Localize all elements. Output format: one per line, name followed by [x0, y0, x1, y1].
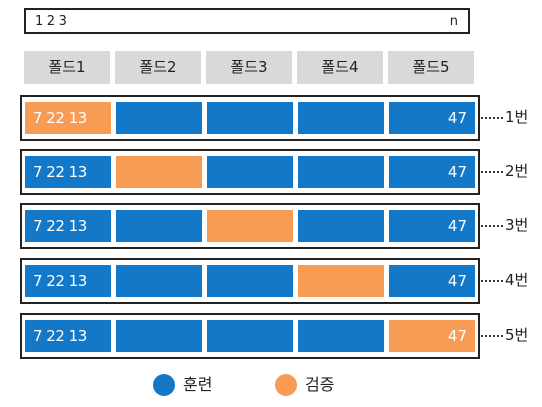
cell-first-label: 7 22 13	[33, 327, 87, 345]
row-leader-line	[481, 225, 503, 227]
validation-fold-cell	[298, 265, 384, 297]
row-leader-line	[481, 280, 503, 282]
train-fold-cell: 47	[389, 102, 475, 134]
cell-last-label: 47	[447, 272, 467, 290]
dataset-end-label: n	[449, 14, 458, 29]
cell-first-label: 7 22 13	[33, 217, 87, 235]
row-leader-line	[481, 117, 503, 119]
train-fold-cell	[116, 210, 202, 242]
train-fold-cell	[207, 102, 293, 134]
fold-header-1: 폴드1	[24, 51, 110, 84]
legend-validation-swatch	[275, 374, 297, 396]
validation-fold-cell: 7 22 13	[25, 102, 111, 134]
cell-last-label: 47	[447, 327, 467, 345]
row-leader-line	[481, 171, 503, 173]
row-label: 4번	[505, 271, 529, 289]
train-fold-cell: 7 22 13	[25, 210, 111, 242]
train-fold-cell	[298, 156, 384, 188]
validation-fold-cell: 47	[389, 320, 475, 352]
fold-header-4: 폴드4	[297, 51, 383, 84]
cell-first-label: 7 22 13	[33, 163, 87, 181]
train-fold-cell	[116, 102, 202, 134]
train-fold-cell	[207, 320, 293, 352]
train-fold-cell	[207, 265, 293, 297]
cv-row-3: 7 22 13 47	[20, 203, 480, 249]
legend-train-label: 훈련	[183, 375, 213, 394]
train-fold-cell	[207, 156, 293, 188]
cell-first-label: 7 22 13	[33, 272, 87, 290]
cv-row-1: 7 22 13 47	[20, 95, 480, 141]
train-fold-cell	[116, 265, 202, 297]
train-fold-cell: 47	[389, 156, 475, 188]
train-fold-cell: 7 22 13	[25, 156, 111, 188]
legend-train-swatch	[153, 374, 175, 396]
row-label: 5번	[505, 326, 529, 344]
train-fold-cell: 47	[389, 210, 475, 242]
cell-first-label: 7 22 13	[33, 109, 87, 127]
cell-last-label: 47	[447, 109, 467, 127]
fold-header-row: 폴드1 폴드2 폴드3 폴드4 폴드5	[24, 51, 476, 84]
train-fold-cell	[298, 210, 384, 242]
train-fold-cell: 47	[389, 265, 475, 297]
dataset-start-label: 1 2 3	[35, 14, 67, 29]
cv-row-5: 7 22 13 47	[20, 313, 480, 359]
cell-last-label: 47	[447, 163, 467, 181]
row-leader-line	[481, 335, 503, 337]
train-fold-cell	[298, 102, 384, 134]
train-fold-cell: 7 22 13	[25, 320, 111, 352]
fold-header-2: 폴드2	[115, 51, 201, 84]
fold-header-3: 폴드3	[206, 51, 292, 84]
dataset-bar: 1 2 3 n	[24, 8, 470, 34]
cv-row-4: 7 22 13 47	[20, 258, 480, 304]
cv-row-2: 7 22 13 47	[20, 149, 480, 195]
legend-validation-label: 검증	[305, 375, 335, 394]
row-label: 2번	[505, 162, 529, 180]
validation-fold-cell	[116, 156, 202, 188]
row-label: 1번	[505, 108, 529, 126]
validation-fold-cell	[207, 210, 293, 242]
row-label: 3번	[505, 216, 529, 234]
cell-last-label: 47	[447, 217, 467, 235]
train-fold-cell	[116, 320, 202, 352]
train-fold-cell	[298, 320, 384, 352]
fold-header-5: 폴드5	[388, 51, 474, 84]
train-fold-cell: 7 22 13	[25, 265, 111, 297]
